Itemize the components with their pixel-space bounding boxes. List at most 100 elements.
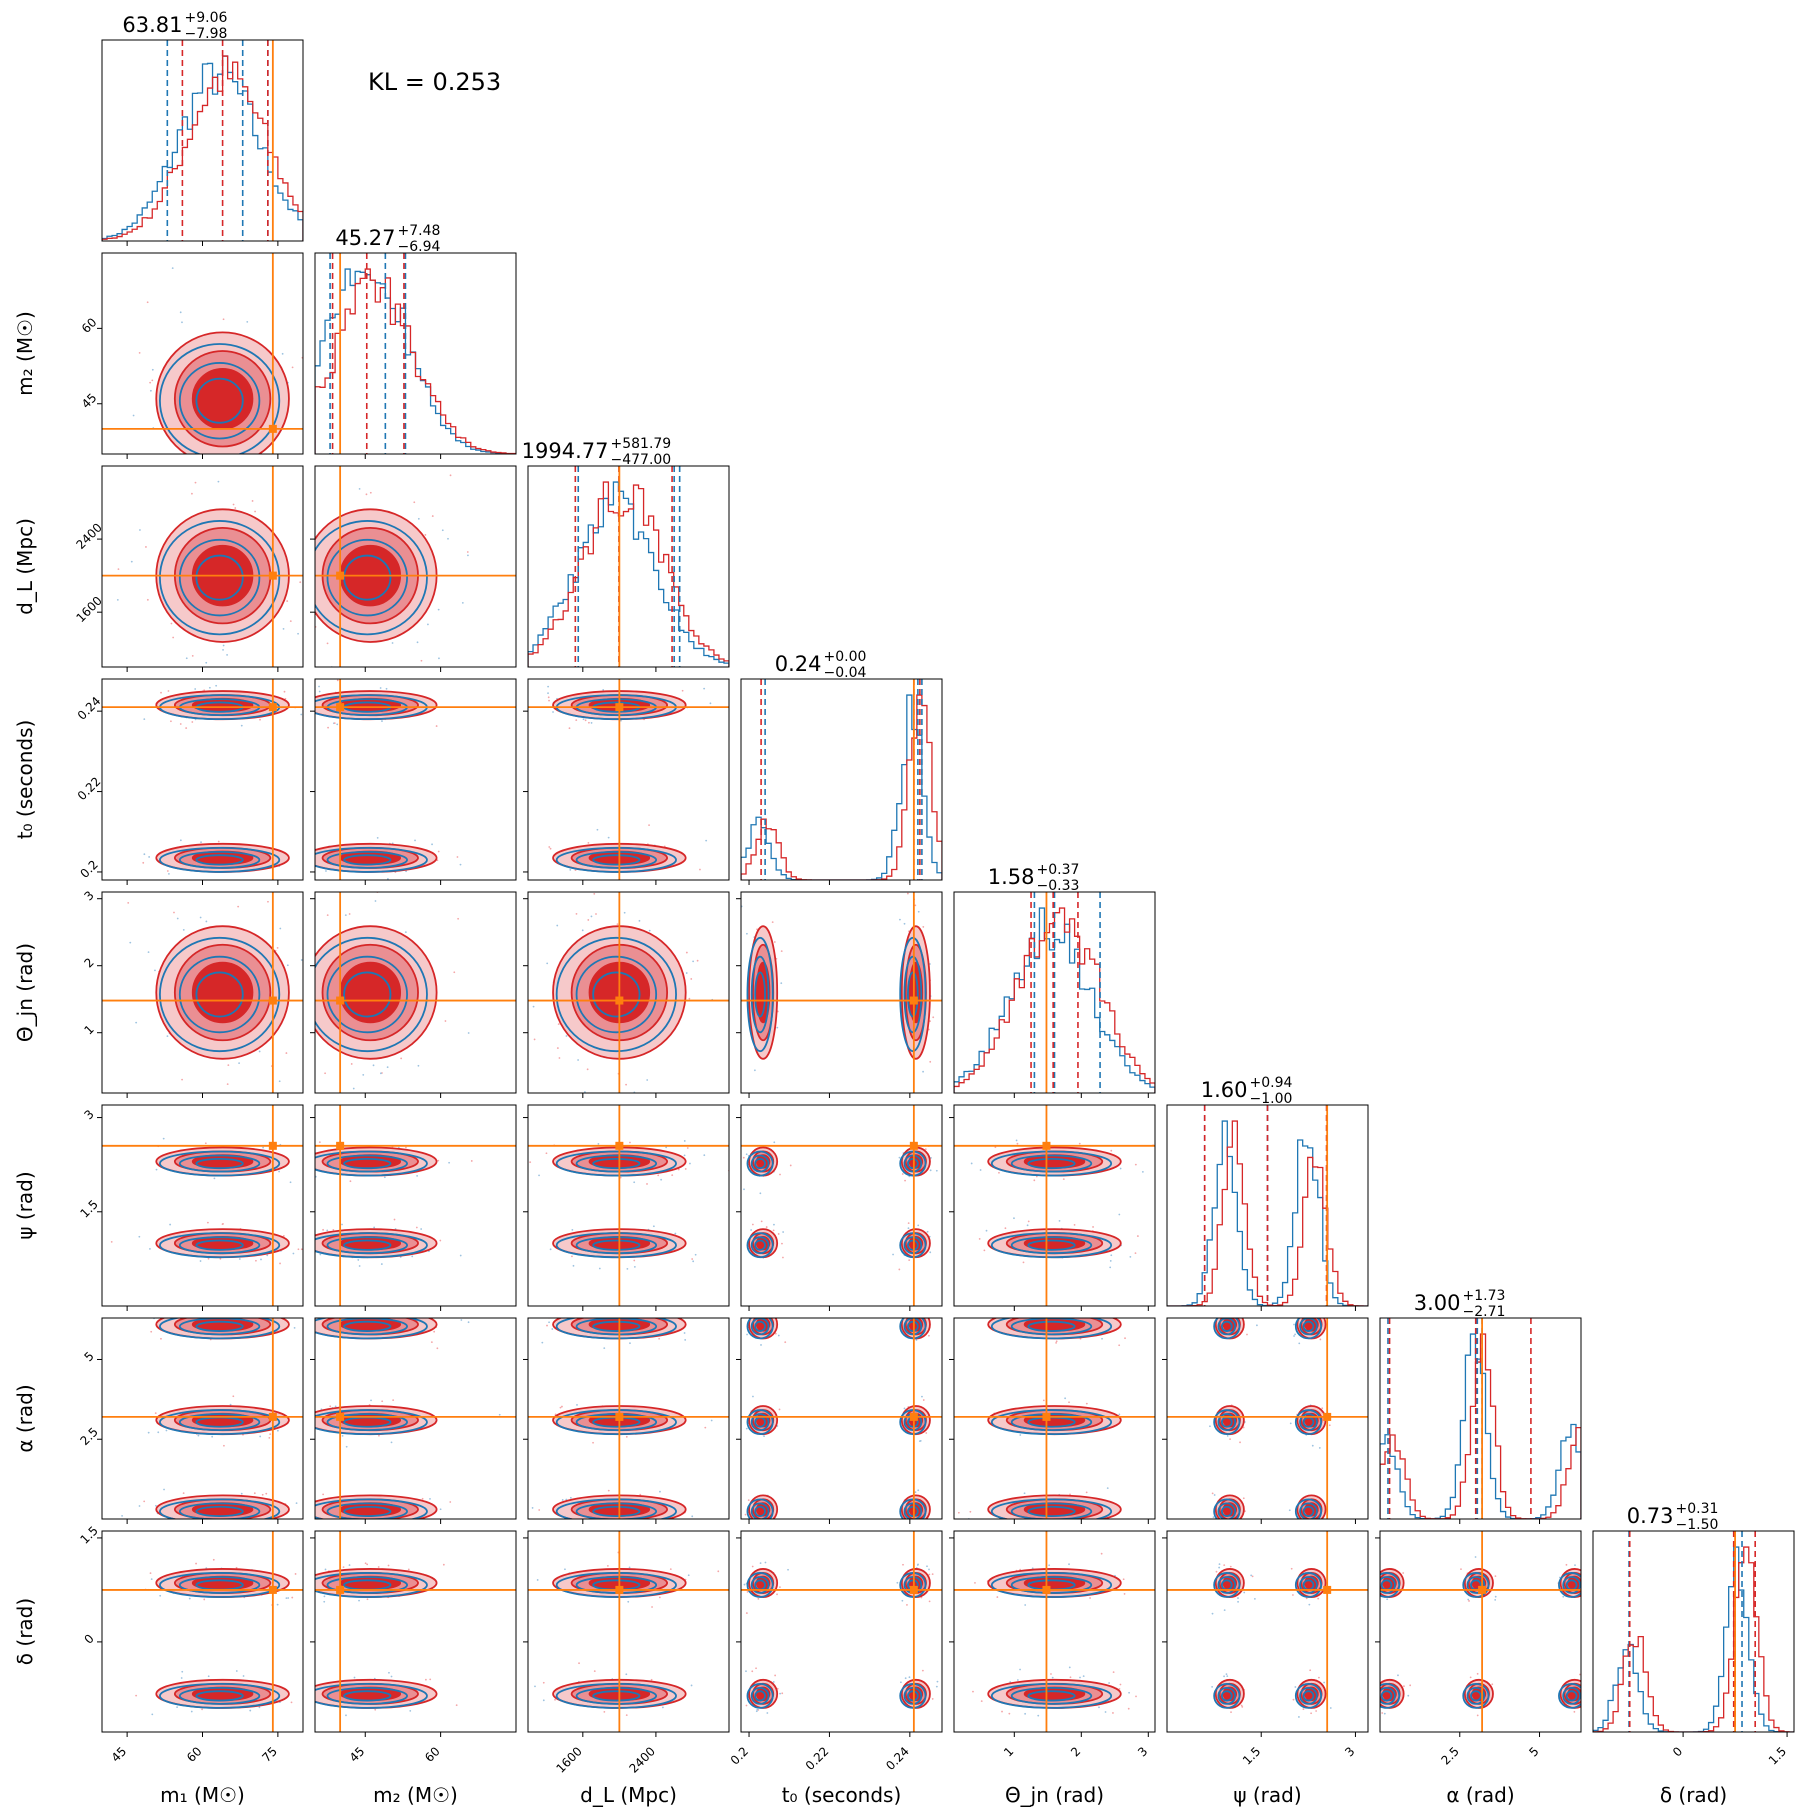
x-axis-label-0: m₁ (M☉) [160,1783,245,1807]
scatter-point [908,1259,911,1262]
scatter-point [169,1223,172,1226]
scatter-point [932,1016,935,1019]
scatter-point [548,1321,550,1324]
scatter-point [190,1710,193,1713]
contour-blue-1 [326,1686,408,1705]
scatter-point [936,1680,939,1683]
truth-marker [1323,1412,1332,1421]
scatter-point [212,1558,215,1561]
scatter-point [467,1321,470,1324]
x-tick-label: 75 [259,1744,280,1765]
scatter-point [387,1564,390,1567]
scatter-point [751,1565,754,1568]
scatter-point [459,863,462,866]
scatter-point [1019,1668,1021,1671]
panel-7-0: 45 60 75 0 1.5 [77,1523,304,1765]
y-tick-label: 1.5 [77,1523,100,1546]
scatter-point [554,1698,556,1701]
scatter-point [1293,1323,1295,1326]
contour-blue-1 [750,1236,770,1255]
scatter-point [1469,1676,1472,1679]
panel-3-0: 0.2 0.22 0.24 [75,678,304,885]
scatter-point [745,1670,747,1673]
scatter-point [1364,1672,1366,1674]
scatter-point [921,1395,923,1398]
scatter-point [274,939,276,941]
scatter-point [232,1395,235,1398]
scatter-point [170,720,172,723]
scatter-point [978,1238,981,1240]
scatter-point [901,1173,904,1175]
scatter-point [914,1316,916,1318]
scatter-point [1004,1227,1007,1230]
scatter-point [703,687,706,690]
scatter-point [690,1684,693,1687]
truth-marker [909,1585,918,1594]
x-tick-label: 45 [347,1744,368,1765]
hist-red [528,481,729,667]
scatter-point [358,1599,360,1602]
contour-blue-1 [903,1154,923,1173]
scatter-point [1310,1712,1313,1715]
scatter-point [307,1036,309,1038]
scatter-point [293,1326,296,1329]
contour-blue-1 [178,850,261,869]
scatter-point [149,1248,151,1250]
panel-5-0: 1.53 [77,1104,304,1311]
scatter-point [683,1332,686,1334]
scatter-point [151,1713,154,1716]
scatter-point [249,1709,252,1712]
scatter-point [703,1154,706,1157]
scatter-point [116,598,119,601]
scatter-point [344,914,347,917]
contour-blue-0 [1213,1572,1241,1598]
scatter-point [683,1140,686,1142]
contour-blue-0 [555,936,677,1053]
contour-blue-1 [750,1576,770,1594]
contour-blue-0 [315,1572,428,1598]
truth-marker [615,1412,624,1421]
scatter-point [414,839,416,842]
scatter-point [773,1223,775,1226]
scatter-point [286,964,289,967]
plus-error-label: +9.06 [185,10,228,26]
scatter-point [395,1098,397,1100]
contour-blue-1 [575,1686,658,1705]
y-tick-label: 0 [82,1631,97,1646]
scatter-point [306,1244,308,1246]
scatter-point [685,951,688,954]
scatter-point [311,993,313,995]
hist-title: 1.60 +0.94−1.00 [1201,1075,1293,1107]
scatter-point [192,481,194,483]
truth-marker [1042,1412,1051,1421]
scatter-point [1031,1567,1034,1570]
scatter-point [1135,1695,1137,1698]
panel-frame [314,1104,517,1307]
scatter-point [1298,1716,1300,1718]
truth-marker [336,996,345,1005]
scatter-point [154,1412,157,1415]
scatter-point [363,1312,365,1314]
scatter-point [1058,1219,1061,1222]
scatter-point [671,1174,674,1177]
scatter-point [1213,1494,1216,1496]
scatter-point [970,1162,973,1165]
scatter-point [466,551,469,553]
scatter-point [1073,1223,1076,1226]
scatter-point [547,696,550,699]
plus-error-label: +0.94 [1250,1075,1293,1091]
scatter-point [285,1052,288,1054]
scatter-point [781,1242,783,1245]
minus-error-label: −1.00 [1250,1091,1293,1107]
scatter-point [928,1573,931,1576]
scatter-point [1377,1695,1379,1697]
scatter-point [903,922,906,925]
x-tick-label: 3 [1342,1744,1357,1759]
scatter-point [625,1714,628,1717]
scatter-point [1104,1711,1107,1713]
scatter-point [746,932,748,935]
scatter-point [717,1570,720,1573]
scatter-point [127,901,130,904]
scatter-point [267,900,269,903]
x-tick-label: 0.24 [883,1744,912,1773]
